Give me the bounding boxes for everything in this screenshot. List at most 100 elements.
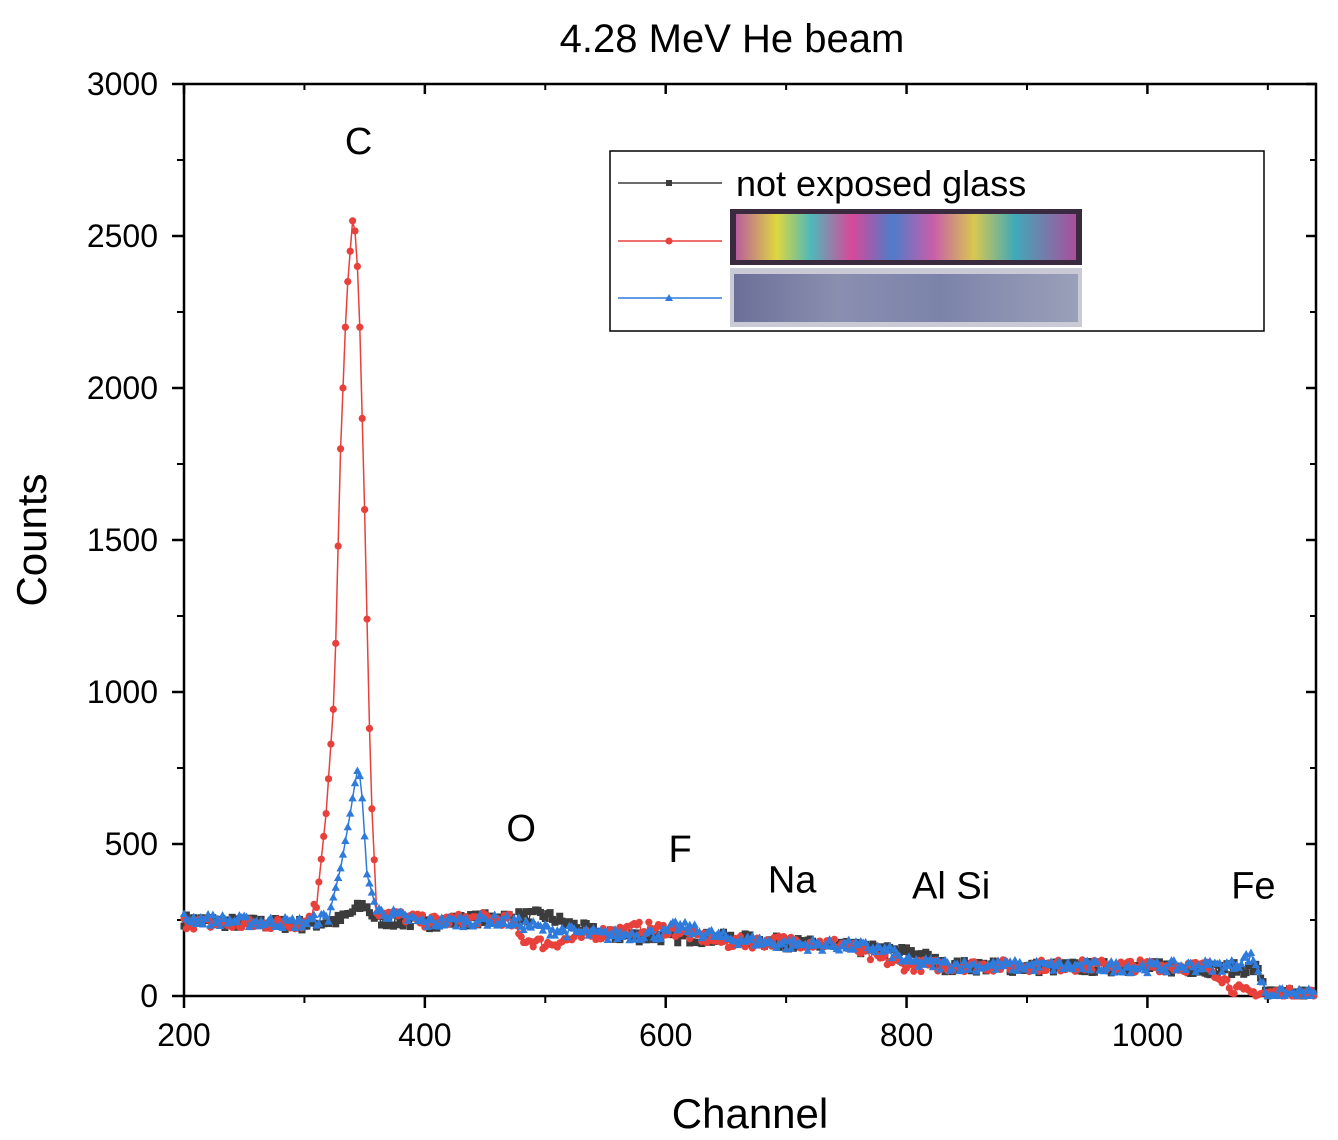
data-point [437,913,446,921]
data-point [1051,961,1061,970]
data-point [883,946,892,954]
data-point [1191,967,1200,975]
data-point [969,959,979,968]
data-point [348,217,357,225]
data-point [647,925,656,933]
data-point [327,740,335,748]
data-point [663,926,673,935]
data-point [948,964,957,973]
data-point [1027,959,1036,967]
y-tick-label: 2000 [87,370,158,406]
data-point [346,247,354,255]
peak-label-al-si: Al Si [912,866,990,908]
data-point [541,915,549,923]
x-tick-label: 800 [880,1017,933,1053]
x-tick-label: 600 [639,1017,692,1053]
data-point [332,920,340,928]
data-point [201,914,210,922]
data-point [866,956,875,964]
data-point [635,918,643,926]
data-point [536,935,545,943]
data-point [349,908,357,916]
data-point [943,958,952,966]
data-point [345,809,355,817]
peak-label-c: C [345,121,372,163]
legend: not exposed glass [609,150,1265,332]
data-point [367,888,377,896]
y-tick-label: 1000 [87,674,158,710]
data-point [232,917,242,926]
data-point [361,506,369,514]
data-point [1198,964,1207,973]
data-point [377,905,386,914]
chart-title: 4.28 MeV He beam [560,17,905,61]
data-point [377,921,385,929]
legend-marker-square [666,180,672,186]
y-tick-label: 500 [105,826,158,862]
data-point [502,911,511,919]
data-point [1237,959,1246,968]
data-point [333,873,343,882]
legend-photo-colored-film [730,209,1082,265]
data-point [1109,968,1118,976]
data-point [341,323,349,331]
data-point [608,931,617,940]
data-point [818,946,827,954]
data-point [639,933,649,942]
data-point [339,384,347,392]
data-point [610,925,620,933]
data-point [1138,960,1147,968]
data-point [473,916,483,924]
data-point [370,897,379,905]
data-point [1169,956,1179,964]
data-point [627,928,637,936]
data-point [1049,966,1058,974]
data-point [355,771,365,780]
data-point [353,262,362,270]
legend-photo-faint-film [730,268,1082,327]
data-point [952,959,962,967]
series-2 [180,217,1318,1000]
data-point [329,916,337,924]
data-point [861,937,870,946]
data-point [480,913,490,922]
data-point [1119,968,1128,976]
data-point [1227,956,1236,964]
data-point [350,778,360,787]
data-point [348,793,357,802]
data-point [556,912,564,920]
y-axis-label: Counts [8,473,55,606]
data-point [803,946,813,954]
data-point [1123,961,1133,969]
data-point [278,923,287,931]
peak-label-o: O [506,808,536,850]
data-point [406,923,414,931]
data-point [844,935,853,944]
data-point [1068,964,1077,973]
data-point [488,919,497,927]
data-point [1093,966,1101,974]
data-point [1085,965,1094,974]
data-point [1247,962,1255,970]
data-point [755,933,764,941]
peak-label-fe: Fe [1231,866,1275,908]
data-point [550,931,560,939]
data-point [615,927,625,935]
data-point [517,933,525,941]
data-point [964,965,974,973]
data-point [401,910,410,919]
data-point [1032,956,1041,965]
data-point [562,932,572,941]
data-point [1309,987,1318,995]
data-point [1242,969,1250,977]
data-point [397,916,405,924]
data-point [356,904,364,912]
data-point [748,931,757,940]
data-point [1223,976,1231,984]
data-point [512,919,521,928]
data-point [529,943,537,951]
data-point [1278,984,1287,992]
data-point [674,939,682,947]
data-point [199,920,208,928]
data-point [680,917,690,926]
